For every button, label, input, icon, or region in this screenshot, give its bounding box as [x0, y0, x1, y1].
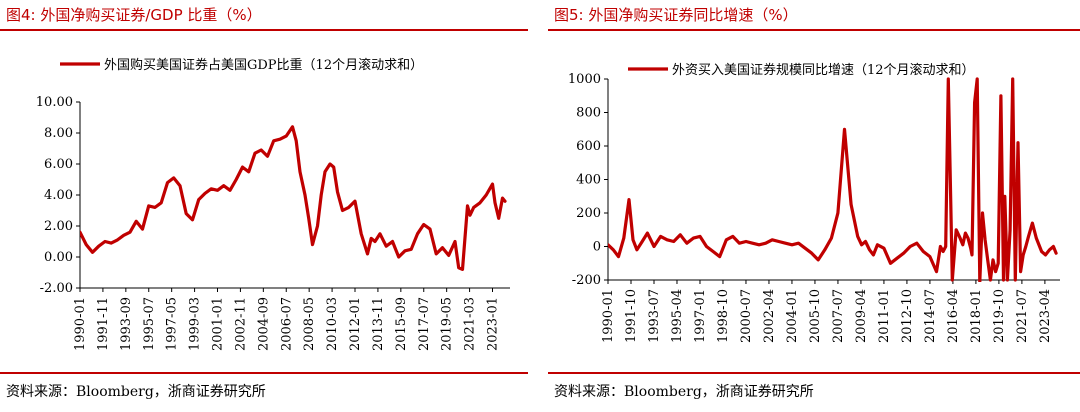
x-tick-label: 1990-01 — [73, 297, 88, 351]
figure-4-panel: 图4: 外国净购买证券/GDP 比重（%） 10.00 8.00 6.00 4.00 2… — [0, 0, 528, 412]
y-tick-label: -200 — [572, 273, 601, 288]
y-tick-label: 8.00 — [44, 126, 73, 141]
y-tick-label: 600 — [576, 139, 601, 154]
x-tick-label: 2010-03 — [325, 297, 340, 351]
y-tick-label: 0.00 — [44, 250, 73, 265]
y-tick-label: 1000 — [568, 72, 601, 87]
x-tick-label: 2006-07 — [279, 297, 294, 351]
figure-4-title: 图4: 外国净购买证券/GDP 比重（%） — [6, 6, 262, 24]
x-tick-label: 1991-11 — [96, 297, 111, 351]
x-tick-label: 2023-01 — [486, 297, 501, 351]
x-tick-label: 2021-07 — [1015, 289, 1030, 343]
x-tick-label: 1997-05 — [165, 297, 180, 351]
x-tick-label: 2012-01 — [348, 297, 363, 351]
x-tick-label: 2009-04 — [854, 289, 869, 343]
x-tick-label: 2019-05 — [440, 297, 455, 351]
x-tick-label: 2004-01 — [785, 289, 800, 343]
y-tick-label: 2.00 — [44, 219, 73, 234]
y-tick-label: 400 — [576, 173, 601, 188]
figure-5-bottom-rule — [548, 372, 1080, 374]
x-tick-label: 2002-11 — [233, 297, 248, 351]
figure-5-panel: 图5: 外国净购买证券同比增速（%） 1000 800 600 400 200 0 -200… — [548, 0, 1080, 412]
y-tick-label: 200 — [576, 206, 601, 221]
x-tick-label: 2015-09 — [394, 297, 409, 351]
figure-5-source: 资料来源：Bloomberg，浙商证券研究所 — [554, 384, 814, 400]
x-tick-label: 2001-01 — [211, 297, 226, 351]
x-tick-label: 1995-07 — [142, 297, 157, 351]
x-tick-label: 2018-01 — [969, 289, 984, 343]
figure-4-source: 资料来源：Bloomberg，浙商证券研究所 — [6, 384, 266, 400]
legend-label: 外资买入美国证券规模同比增速（12个月滚动求和） — [672, 62, 975, 78]
y-tick-label: 4.00 — [44, 188, 73, 203]
x-tick-label: 2016-04 — [946, 289, 961, 343]
x-tick-label: 1997-01 — [693, 289, 708, 343]
x-tick-label: 1998-10 — [716, 289, 731, 343]
y-tick-label: 800 — [576, 106, 601, 121]
x-tick-label: 2011-01 — [877, 289, 892, 343]
x-tick-label: 1995-04 — [670, 289, 685, 343]
series-line — [608, 77, 1058, 282]
x-tick-label: 1993-09 — [119, 297, 134, 351]
x-tick-label: 1990-01 — [601, 289, 616, 343]
x-tick-label: 2004-09 — [256, 297, 271, 351]
x-tick-label: 2012-10 — [900, 289, 915, 343]
y-tick-label: 6.00 — [44, 157, 73, 172]
x-tick-label: 2014-07 — [923, 289, 938, 343]
legend-label: 外国购买美国证券占美国GDP比重（12个月滚动求和） — [104, 57, 423, 73]
x-tick-label: 2002-04 — [762, 289, 777, 343]
figure-4-bottom-rule — [0, 372, 528, 374]
x-tick-label: 2019-10 — [992, 289, 1007, 343]
y-tick-label: 0 — [593, 240, 601, 255]
figure-4-top-rule — [0, 29, 528, 31]
x-tick-label: 2007-07 — [831, 289, 846, 343]
figure-5-top-rule — [548, 29, 1080, 31]
figure-5-title: 图5: 外国净购买证券同比增速（%） — [554, 6, 798, 24]
y-tick-label: 10.00 — [36, 95, 73, 110]
x-tick-label: 1999-03 — [188, 297, 203, 351]
x-tick-label: 2017-07 — [417, 297, 432, 351]
x-tick-label: 1991-10 — [624, 289, 639, 343]
x-tick-label: 1993-07 — [647, 289, 662, 343]
x-tick-label: 2000-07 — [739, 289, 754, 343]
x-tick-label: 2023-04 — [1038, 289, 1053, 343]
x-tick-label: 2021-03 — [463, 297, 478, 351]
series-line — [80, 125, 507, 271]
x-tick-label: 2013-11 — [371, 297, 386, 351]
x-tick-label: 2005-10 — [808, 289, 823, 343]
x-tick-label: 2008-05 — [302, 297, 317, 351]
y-tick-label: -2.00 — [40, 281, 73, 296]
